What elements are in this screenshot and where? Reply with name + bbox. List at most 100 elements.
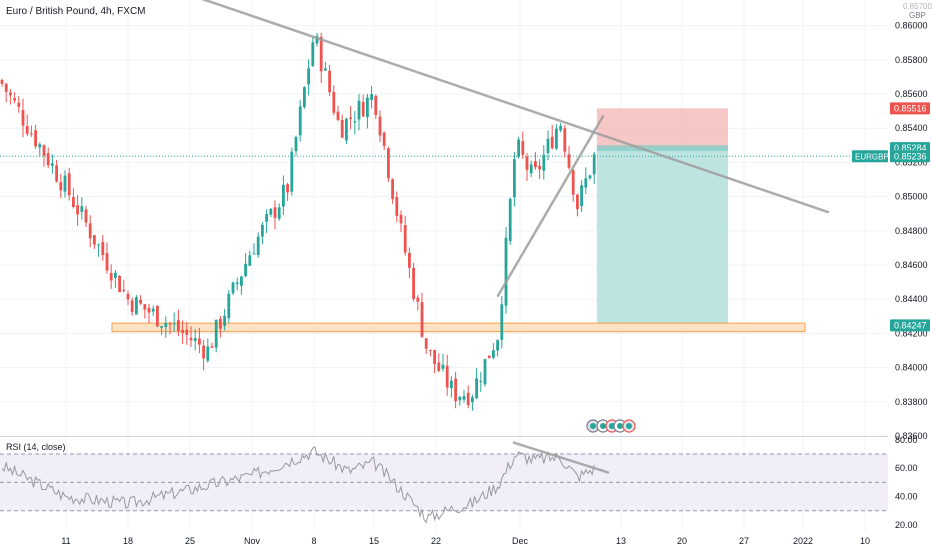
candle-body[interactable] <box>454 378 457 402</box>
candle-body[interactable] <box>328 70 331 93</box>
candle-body[interactable] <box>399 214 403 224</box>
candle-body[interactable] <box>580 185 583 207</box>
candle-body[interactable] <box>202 345 205 359</box>
candle-body[interactable] <box>72 197 75 207</box>
candle-body[interactable] <box>487 355 491 359</box>
take-profit-zone[interactable] <box>596 148 728 326</box>
candle-body[interactable] <box>471 397 474 403</box>
candle-body[interactable] <box>80 206 84 212</box>
candle-body[interactable] <box>118 275 121 293</box>
candle-body[interactable] <box>256 236 260 255</box>
candle-body[interactable] <box>240 276 243 286</box>
candle-body[interactable] <box>189 337 193 341</box>
candle-body[interactable] <box>0 79 4 84</box>
candle-body[interactable] <box>437 362 441 371</box>
candle-body[interactable] <box>290 151 294 192</box>
candle-body[interactable] <box>160 326 163 328</box>
candle-body[interactable] <box>517 139 520 157</box>
candle-body[interactable] <box>458 396 462 401</box>
candle-body[interactable] <box>450 380 453 389</box>
candle-body[interactable] <box>403 225 407 253</box>
candle-body[interactable] <box>261 224 264 237</box>
candle-body[interactable] <box>130 300 134 313</box>
candle-body[interactable] <box>30 133 33 135</box>
candle-body[interactable] <box>559 125 562 131</box>
candle-body[interactable] <box>294 137 298 152</box>
candle-body[interactable] <box>576 194 579 210</box>
candle-body[interactable] <box>105 253 109 271</box>
candle-body[interactable] <box>126 293 130 300</box>
candle-body[interactable] <box>34 130 37 147</box>
candle-body[interactable] <box>538 165 541 170</box>
candle-body[interactable] <box>412 267 415 299</box>
candle-body[interactable] <box>143 304 147 310</box>
candle-body[interactable] <box>181 329 184 334</box>
candle-body[interactable] <box>353 121 357 123</box>
candle-body[interactable] <box>584 178 588 188</box>
candle-body[interactable] <box>59 182 63 191</box>
candle-body[interactable] <box>483 358 487 385</box>
candle-body[interactable] <box>55 165 58 182</box>
candle-body[interactable] <box>311 42 315 66</box>
candle-body[interactable] <box>244 263 247 277</box>
candle-body[interactable] <box>177 320 180 332</box>
candle-body[interactable] <box>13 98 16 101</box>
candle-body[interactable] <box>164 322 168 328</box>
rsi-divergence-line[interactable] <box>512 441 610 474</box>
candle-body[interactable] <box>227 293 231 319</box>
candle-body[interactable] <box>273 207 277 218</box>
descending-trendline[interactable] <box>170 0 830 214</box>
candle-body[interactable] <box>332 91 336 113</box>
candle-body[interactable] <box>366 97 369 118</box>
candle-body[interactable] <box>521 141 525 155</box>
candle-body[interactable] <box>147 307 151 313</box>
candle-body[interactable] <box>445 365 449 388</box>
candle-body[interactable] <box>206 346 210 361</box>
candle-body[interactable] <box>21 110 25 126</box>
candle-body[interactable] <box>67 173 71 196</box>
candle-body[interactable] <box>219 318 222 329</box>
candle-body[interactable] <box>508 198 512 242</box>
candle-body[interactable] <box>88 223 92 239</box>
candle-body[interactable] <box>370 94 373 100</box>
candle-body[interactable] <box>391 179 394 200</box>
candle-body[interactable] <box>315 35 319 44</box>
candle-body[interactable] <box>324 68 327 71</box>
candle-body[interactable] <box>441 364 445 369</box>
candle-body[interactable] <box>382 132 386 146</box>
candle-body[interactable] <box>336 111 340 120</box>
candle-body[interactable] <box>101 241 105 256</box>
candle-body[interactable] <box>433 350 436 364</box>
candle-body[interactable] <box>269 208 273 215</box>
candle-body[interactable] <box>496 340 499 351</box>
candle-body[interactable] <box>525 156 529 170</box>
candle-body[interactable] <box>42 145 46 156</box>
candle-body[interactable] <box>214 319 218 348</box>
candle-body[interactable] <box>168 323 172 325</box>
candle-body[interactable] <box>345 118 348 141</box>
candle-body[interactable] <box>282 184 285 207</box>
candle-body[interactable] <box>307 68 310 85</box>
candle-body[interactable] <box>571 169 575 195</box>
candle-body[interactable] <box>9 92 12 96</box>
candle-body[interactable] <box>357 100 361 120</box>
candle-body[interactable] <box>97 244 100 246</box>
candle-body[interactable] <box>4 83 8 92</box>
candle-body[interactable] <box>198 338 201 345</box>
candle-body[interactable] <box>395 196 399 216</box>
candle-body[interactable] <box>84 209 88 223</box>
candle-body[interactable] <box>303 87 306 108</box>
candle-body[interactable] <box>298 106 302 136</box>
candle-body[interactable] <box>135 297 138 315</box>
candle-body[interactable] <box>534 161 537 168</box>
candle-body[interactable] <box>567 154 571 168</box>
candle-body[interactable] <box>235 282 239 285</box>
candle-body[interactable] <box>592 154 596 175</box>
candle-body[interactable] <box>416 297 420 302</box>
candle-body[interactable] <box>546 138 550 154</box>
candle-body[interactable] <box>466 392 470 406</box>
candle-body[interactable] <box>248 255 252 266</box>
candle-body[interactable] <box>563 128 567 152</box>
candle-body[interactable] <box>550 136 554 149</box>
candle-body[interactable] <box>231 282 235 294</box>
